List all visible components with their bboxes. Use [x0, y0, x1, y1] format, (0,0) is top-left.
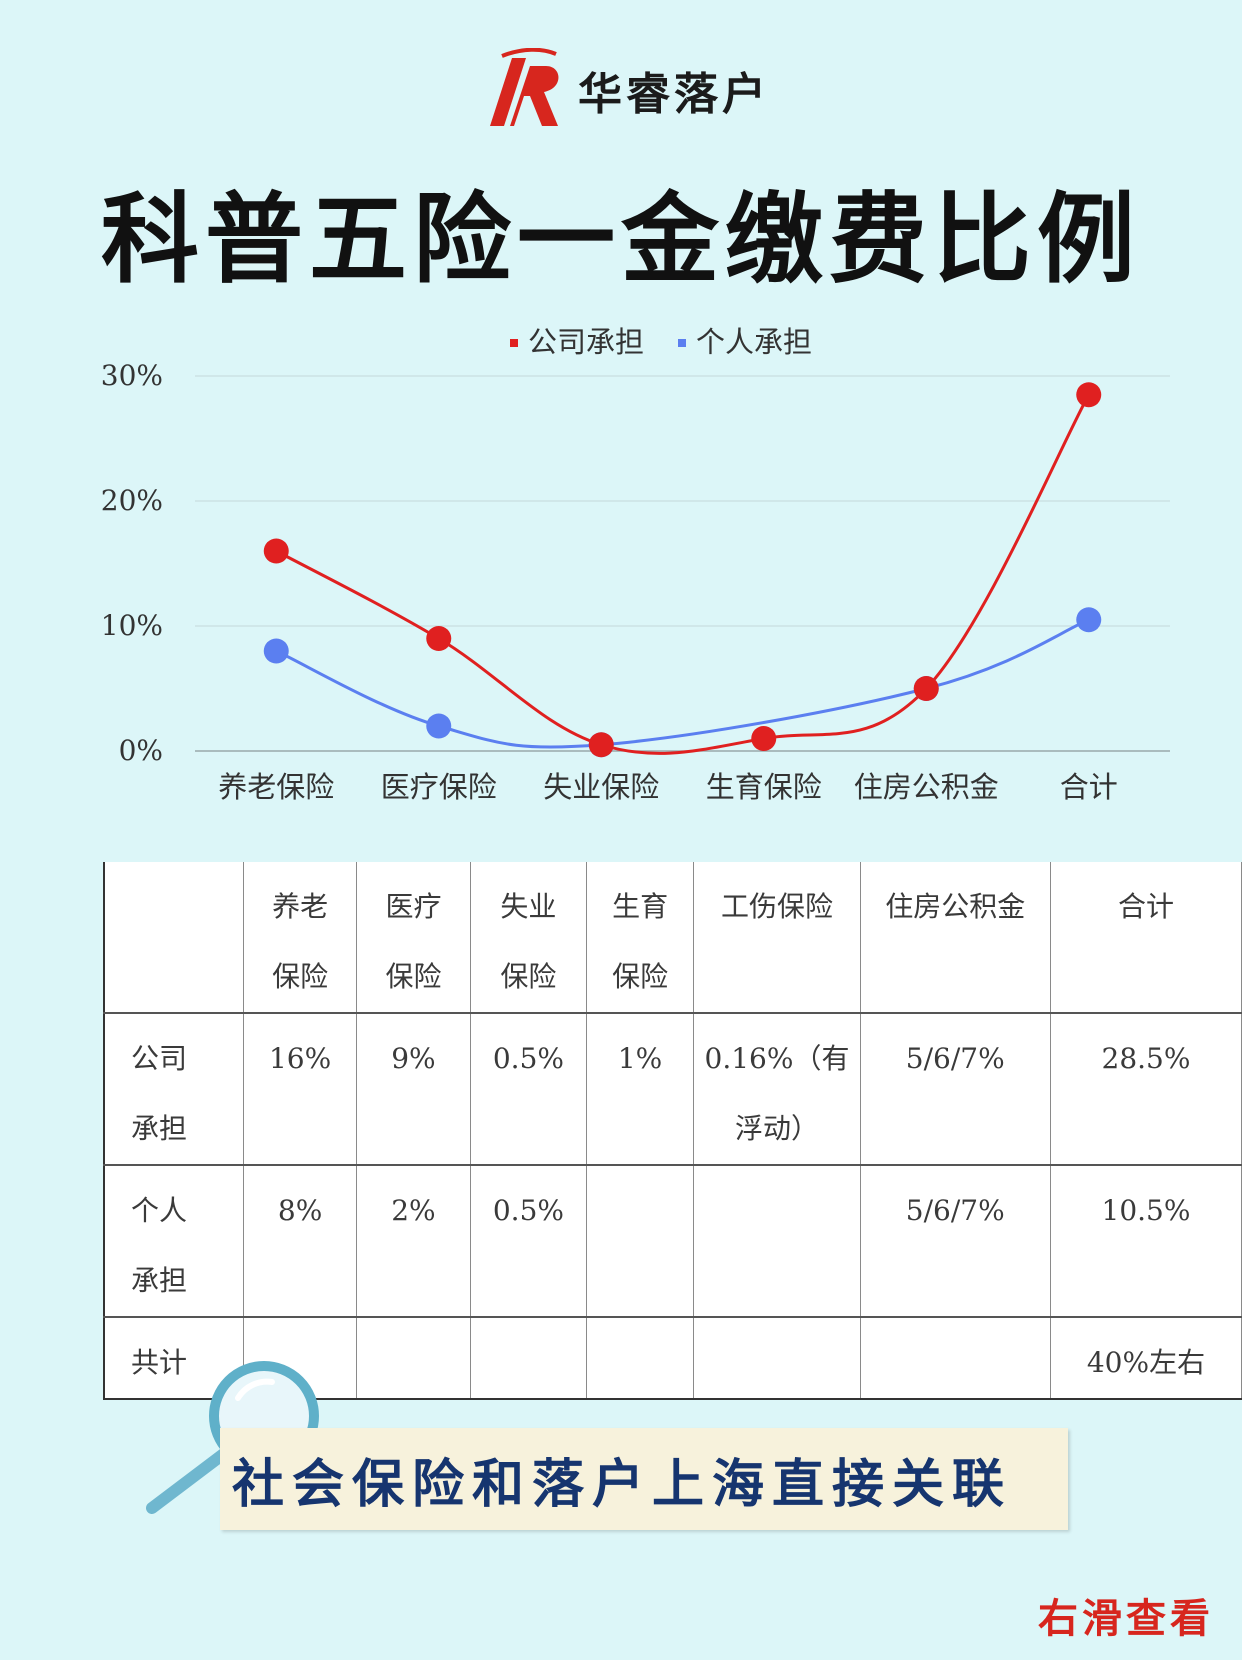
page-title: 科普五险一金缴费比例: [100, 183, 1141, 297]
data-point-personal: [263, 638, 289, 664]
y-tick-label: 10%: [101, 609, 163, 642]
data-point-personal: [1076, 607, 1102, 633]
table-cell: [860, 1317, 1051, 1400]
table-cell: 5/6/7%: [860, 1013, 1051, 1166]
x-tick-label: 失业保险: [543, 770, 659, 804]
banner: 社会保险和落户上海直接关联: [220, 1428, 1068, 1530]
data-point-company: [263, 538, 289, 564]
table-cell: 10.5%: [1050, 1165, 1242, 1318]
data-point-company: [751, 726, 777, 751]
table-cell: 5/6/7%: [860, 1165, 1051, 1318]
swipe-hint: 右滑查看: [1038, 1596, 1214, 1642]
table-cell: 40%左右: [1050, 1317, 1242, 1400]
table-cell: 0.5%: [470, 1165, 587, 1318]
series-line-company: [275, 394, 1091, 755]
table-cell: 0.5%: [470, 1013, 587, 1166]
table-header-cell: 工伤保险: [693, 862, 861, 1014]
table-header-cell: 养老 保险: [243, 862, 357, 1014]
x-tick-label: 生育保险: [706, 770, 822, 804]
series-line-personal: [275, 618, 1090, 749]
x-tick-label: 合计: [1060, 770, 1118, 804]
data-point-company: [426, 626, 452, 651]
table-cell: 8%: [243, 1165, 357, 1318]
table-cell: 个人 承担: [103, 1165, 245, 1318]
legend-swatch: [510, 339, 518, 347]
x-tick-label: 医疗保险: [381, 770, 497, 804]
table-header-cell: 住房公积金: [860, 862, 1051, 1014]
data-table: 养老 保险 医疗 保险 失业 保险 生育 保险 工伤保险 住房公积金 合计 公司 承担 16% 9…: [103, 862, 1242, 1400]
table-cell: [586, 1317, 695, 1400]
legend-label: 公司承担: [528, 325, 644, 359]
table-header-cell: 失业 保险: [470, 862, 587, 1014]
table-cell: 公司 承担: [103, 1013, 245, 1166]
table-cell: [470, 1317, 587, 1400]
table-cell: [693, 1317, 861, 1400]
table-header-cell: 生育 保险: [586, 862, 695, 1014]
y-tick-label: 0%: [119, 734, 163, 767]
table-cell: 1%: [586, 1013, 695, 1166]
table-header-cell: 医疗 保险: [356, 862, 472, 1014]
y-tick-label: 20%: [101, 484, 163, 517]
logo-mark-icon: [490, 48, 559, 126]
line-chart: 0% 10% 20% 30% 养老保险 医疗保险 失业保险 生育保险 住房公积金 合计 公司承担 个人…: [101, 325, 1170, 804]
table-cell: 28.5%: [1050, 1013, 1242, 1166]
data-point-company: [588, 732, 614, 758]
table-cell: [693, 1165, 861, 1318]
table-cell: [586, 1165, 695, 1318]
x-tick-label: 住房公积金: [854, 770, 999, 804]
legend-label: 个人承担: [696, 325, 812, 359]
table-cell: [356, 1317, 472, 1400]
data-point-company: [913, 676, 939, 701]
y-tick-label: 30%: [101, 359, 163, 392]
logo-text: 华睿落户: [578, 69, 770, 120]
data-point-personal: [426, 713, 452, 739]
table-row: 公司 承担 16% 9% 0.5% 1% 0.16%（有 浮动） 5/6/7% 28.5%: [103, 1013, 1242, 1166]
table-cell: 16%: [243, 1013, 357, 1166]
table-cell: 9%: [356, 1013, 472, 1166]
legend-swatch: [678, 339, 686, 347]
table-cell: 2%: [356, 1165, 472, 1318]
table-header-cell: [103, 862, 245, 1014]
data-point-company: [1076, 382, 1102, 408]
logo: 华睿落户: [0, 48, 1242, 132]
table-header-cell: 合计: [1050, 862, 1242, 1014]
table-row: 个人 承担 8% 2% 0.5% 5/6/7% 10.5%: [103, 1165, 1242, 1318]
table-header-row: 养老 保险 医疗 保险 失业 保险 生育 保险 工伤保险 住房公积金 合计: [103, 862, 1242, 1014]
banner-text: 社会保险和落户上海直接关联: [232, 1454, 1013, 1515]
table-cell: 0.16%（有 浮动）: [693, 1013, 861, 1166]
x-tick-label: 养老保险: [218, 770, 334, 804]
